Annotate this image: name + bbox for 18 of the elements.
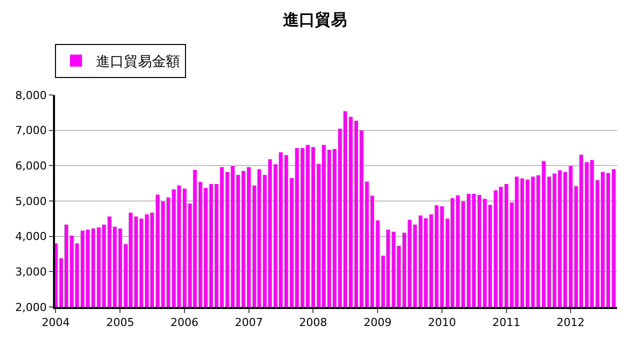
x-tick-label: 2012 xyxy=(556,316,585,330)
x-tick-label: 2010 xyxy=(428,316,456,330)
chart-title: 進口貿易 xyxy=(282,10,347,29)
y-tick-label: 4,000 xyxy=(15,230,47,244)
x-tick-label: 2004 xyxy=(42,316,70,330)
y-tick-label: 2,000 xyxy=(15,300,47,314)
x-tick-label: 2005 xyxy=(106,316,134,330)
x-tick-label: 2007 xyxy=(234,316,263,330)
y-tick-label: 7,000 xyxy=(15,124,47,138)
y-tick-label: 8,000 xyxy=(15,88,47,102)
y-tick-label: 3,000 xyxy=(15,266,47,279)
x-tick-label: 2008 xyxy=(299,316,328,330)
x-tick-label: 2009 xyxy=(364,316,392,330)
x-tick-label: 2011 xyxy=(492,316,520,330)
legend-label: 進口貿易金額 xyxy=(96,54,180,70)
y-tick-label: 6,000 xyxy=(15,160,47,173)
y-tick-label: 5,000 xyxy=(15,194,47,208)
x-tick-label: 2006 xyxy=(170,316,199,330)
